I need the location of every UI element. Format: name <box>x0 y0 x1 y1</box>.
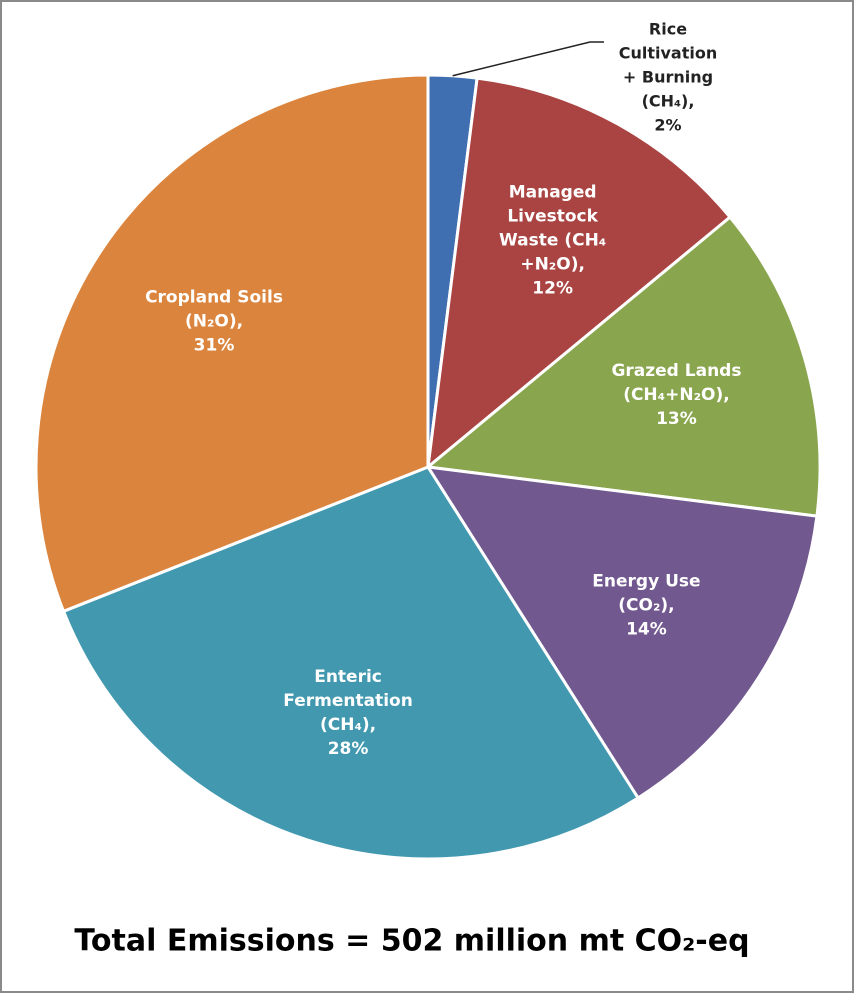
value-label: 12% <box>532 278 573 298</box>
slice-label: Grazed Lands <box>611 361 741 381</box>
slice-label: Livestock <box>507 206 598 226</box>
value-label: 31% <box>194 336 235 356</box>
pie-slice <box>425 465 819 801</box>
slice-label: Enteric <box>314 667 382 687</box>
slice-label: Cultivation <box>619 44 718 63</box>
slice-label: (N₂O), <box>185 312 243 332</box>
slice-label: Rice <box>649 20 687 39</box>
footer: Total Emissions = 502 million mt CO₂-eq <box>74 924 749 959</box>
slice-label: (CO₂), <box>618 596 674 616</box>
slice-label: Fermentation <box>283 691 413 711</box>
pie-slice <box>61 465 641 861</box>
slice-label: Managed <box>509 182 597 202</box>
slice-label: Energy Use <box>592 572 700 592</box>
value-label: 2% <box>654 116 681 135</box>
slice-label: + Burning <box>623 68 713 87</box>
slice-label: +N₂O), <box>520 254 585 274</box>
slice-label: Cropland Soils <box>145 288 283 308</box>
value-label: 14% <box>626 620 667 640</box>
pie-slice <box>426 76 733 471</box>
slice-label: (CH₄), <box>642 92 695 111</box>
slice-label: Waste (CH₄ <box>499 230 606 250</box>
leader-line <box>452 41 604 77</box>
value-label: 13% <box>656 409 697 429</box>
value-label: 28% <box>328 739 369 759</box>
pie-slice <box>424 215 822 518</box>
slice-label: (CH₄+N₂O), <box>623 385 730 405</box>
slice-label: (CH₄), <box>320 715 376 735</box>
pie-slice <box>34 73 430 614</box>
